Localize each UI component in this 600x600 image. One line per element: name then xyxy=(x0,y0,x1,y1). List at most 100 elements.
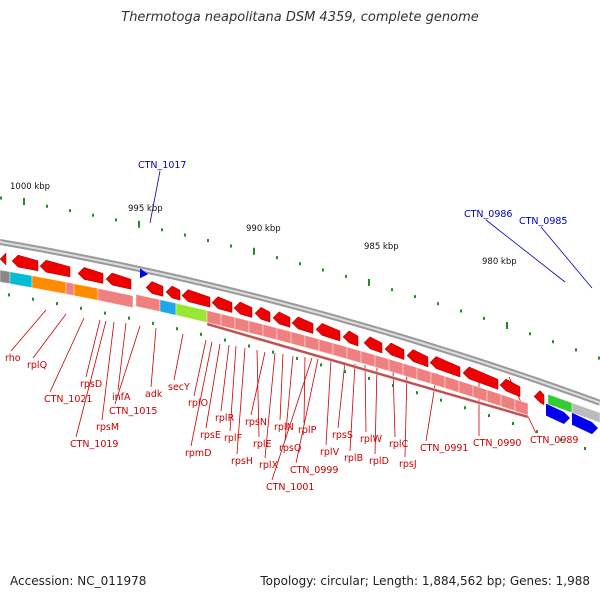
gene-label[interactable]: rpsQ xyxy=(279,443,301,454)
cds-segment-grey[interactable] xyxy=(0,269,11,285)
gene-label[interactable]: rplN xyxy=(274,422,294,433)
gene-label[interactable]: CTN_0990 xyxy=(473,438,521,449)
cds-segment-orange[interactable] xyxy=(31,275,67,295)
gene-label[interactable]: rplC xyxy=(389,439,409,450)
gene-arrow[interactable] xyxy=(406,349,429,368)
gene-arrow[interactable] xyxy=(272,311,291,328)
cds-segment-pink[interactable] xyxy=(472,384,488,403)
scale-minor-tick xyxy=(92,213,94,217)
gene-label[interactable]: CTN_1017 xyxy=(138,160,186,171)
cds-segment-pink[interactable] xyxy=(458,380,474,398)
gene-label[interactable]: CTN_0989 xyxy=(530,435,578,446)
gene-arrow[interactable] xyxy=(105,272,132,290)
gene-arrow[interactable] xyxy=(315,323,341,342)
gene-label[interactable]: rplO xyxy=(188,398,208,409)
cds-segment-pink[interactable] xyxy=(444,375,460,394)
track-minor-tick xyxy=(512,422,514,426)
gene-label[interactable]: rpmD xyxy=(185,448,212,459)
gene-label[interactable]: rplB xyxy=(344,453,363,464)
gene-arrow[interactable] xyxy=(499,378,521,398)
gene-label[interactable]: rplQ xyxy=(27,360,47,371)
cds-segment-pink[interactable] xyxy=(332,342,348,360)
gene-label[interactable]: rplP xyxy=(298,425,317,436)
cds-segment-pink[interactable] xyxy=(304,334,320,352)
genome-backbone-highlight xyxy=(0,241,600,404)
scale-minor-tick xyxy=(184,233,186,237)
gene-arrow-blue[interactable] xyxy=(546,403,570,425)
gene-label[interactable]: rplR xyxy=(215,413,235,424)
gene-arrow[interactable] xyxy=(291,316,314,334)
gene-label[interactable]: CTN_0985 xyxy=(519,216,567,227)
gene-arrow[interactable] xyxy=(211,296,233,313)
track-minor-tick xyxy=(584,447,586,451)
gene-arrow[interactable] xyxy=(254,306,271,323)
gene-arrow[interactable] xyxy=(533,390,545,406)
gene-label[interactable]: CTN_1019 xyxy=(70,439,118,450)
cds-segment-pink[interactable] xyxy=(360,350,376,368)
gene-arrow[interactable] xyxy=(0,252,7,266)
cds-segment-lime[interactable] xyxy=(175,302,208,323)
gene-label[interactable]: rplX xyxy=(259,460,279,471)
cds-segment-pink[interactable] xyxy=(388,358,404,376)
scale-major-tick xyxy=(368,278,370,286)
gene-label[interactable]: adk xyxy=(145,389,163,400)
cds-segment-pink[interactable] xyxy=(276,327,292,345)
cds-segment-pink[interactable] xyxy=(65,281,75,297)
cds-segment-pink[interactable] xyxy=(234,316,250,334)
gene-label[interactable]: rplE xyxy=(253,439,272,450)
gene-arrow-blue[interactable] xyxy=(572,412,598,435)
gene-arrow[interactable] xyxy=(39,259,71,278)
cds-segment-pink[interactable] xyxy=(416,367,432,385)
cds-segment-pink[interactable] xyxy=(97,287,134,309)
gene-arrow[interactable] xyxy=(363,336,383,354)
gene-label[interactable]: rho xyxy=(5,353,21,364)
cds-segment-blue[interactable] xyxy=(159,299,177,316)
gene-label[interactable]: rpsD xyxy=(80,379,102,390)
gene-arrow[interactable] xyxy=(181,289,211,308)
gene-arrow[interactable] xyxy=(384,342,405,360)
cds-segment-pink[interactable] xyxy=(135,293,161,313)
gene-arrow[interactable] xyxy=(77,267,104,284)
scale-minor-tick xyxy=(115,218,117,222)
track-minor-tick xyxy=(392,384,394,388)
gene-label[interactable]: CTN_1021 xyxy=(44,394,92,405)
gene-arrow[interactable] xyxy=(11,254,39,272)
gene-label[interactable]: rpsM xyxy=(96,422,119,433)
gene-label[interactable]: rpsN xyxy=(245,417,267,428)
gene-label[interactable]: rpsS xyxy=(332,430,353,441)
cds-segment-orange[interactable] xyxy=(73,283,99,301)
gene-arrow[interactable] xyxy=(342,330,359,347)
gene-label[interactable]: CTN_1015 xyxy=(109,406,157,417)
cds-segment-shadow[interactable] xyxy=(206,321,529,419)
cds-segment-pink[interactable] xyxy=(290,331,306,348)
cds-segment-pink[interactable] xyxy=(248,320,264,337)
gene-label[interactable]: secY xyxy=(168,382,190,393)
leader-line xyxy=(295,358,319,464)
gene-label[interactable]: rpsE xyxy=(200,430,221,441)
cds-segment-pink[interactable] xyxy=(402,362,418,381)
cds-segment-grey[interactable] xyxy=(571,402,600,424)
gene-label[interactable]: CTN_0991 xyxy=(420,443,468,454)
gene-label[interactable]: rplD xyxy=(369,456,389,467)
gene-label[interactable]: infA xyxy=(112,392,131,403)
gene-arrow[interactable] xyxy=(233,301,253,318)
gene-label[interactable]: CTN_0986 xyxy=(464,209,512,220)
gene-label[interactable]: rpsH xyxy=(231,456,253,467)
gene-arrow[interactable] xyxy=(165,285,181,301)
leader-line xyxy=(114,325,141,405)
gene-label[interactable]: rplV xyxy=(320,447,340,458)
gene-label[interactable]: CTN_0999 xyxy=(290,465,338,476)
gene-label[interactable]: rplW xyxy=(360,434,383,445)
gene-arrow[interactable] xyxy=(429,356,461,378)
gene-arrow[interactable] xyxy=(462,366,499,390)
cds-segment-pink[interactable] xyxy=(346,346,362,364)
gene-arrow[interactable] xyxy=(145,281,164,297)
cds-segment-pink[interactable] xyxy=(318,338,334,356)
cds-segment-pink[interactable] xyxy=(262,323,278,341)
gene-label[interactable]: CTN_1001 xyxy=(266,482,314,493)
gene-label[interactable]: rpsJ xyxy=(399,459,417,470)
cds-segment-cyan[interactable] xyxy=(9,271,33,289)
cds-segment-pink[interactable] xyxy=(430,371,446,389)
gene-label[interactable]: rplF xyxy=(224,433,242,444)
